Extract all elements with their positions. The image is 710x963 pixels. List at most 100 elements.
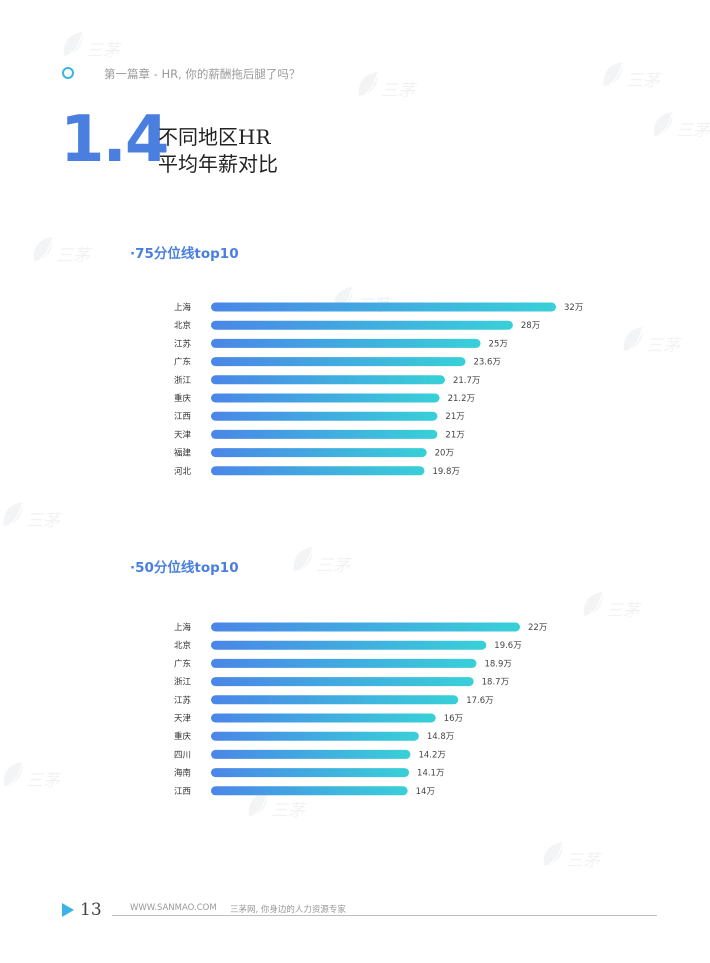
chapter-ring-icon — [62, 67, 74, 79]
category-label: 上海 — [174, 302, 192, 313]
value-label: 16万 — [444, 714, 463, 724]
bar — [211, 411, 438, 421]
value-label: 22万 — [528, 623, 547, 633]
leaf-logo-icon — [3, 502, 23, 526]
watermark-logo: 三茅 — [620, 325, 690, 361]
watermark-logo: 三茅 — [355, 70, 425, 106]
footer-url: WWW.SANMAO.COM — [130, 903, 217, 913]
leaf-logo-icon — [583, 592, 603, 616]
category-label: 江苏 — [174, 338, 192, 349]
watermark-brand: 三茅 — [381, 81, 415, 101]
value-label: 19.6万 — [494, 641, 521, 651]
watermark-brand: 三茅 — [26, 771, 60, 791]
bar — [211, 640, 487, 650]
chart-2-title: ·50分位线top10 — [130, 560, 239, 576]
leaf-logo-icon — [3, 762, 23, 786]
leaf-logo-icon — [293, 547, 313, 571]
section-number: 1.4 — [60, 103, 169, 177]
watermark-brand: 三茅 — [676, 121, 710, 141]
value-label: 28万 — [521, 321, 540, 331]
category-label: 天津 — [174, 713, 192, 724]
category-label: 重庆 — [174, 393, 192, 404]
watermark-logo: 三茅 — [650, 110, 710, 146]
value-label: 23.6万 — [473, 358, 500, 368]
page-number: 13 — [80, 900, 102, 920]
bar — [211, 429, 438, 439]
bar — [211, 448, 427, 458]
watermark-brand: 三茅 — [86, 41, 120, 61]
category-label: 福建 — [174, 448, 192, 459]
category-label: 天津 — [174, 429, 192, 440]
watermark-logo: 三茅 — [0, 500, 70, 536]
value-label: 14.1万 — [417, 769, 444, 779]
value-label: 18.7万 — [482, 678, 509, 688]
bar — [211, 357, 466, 367]
value-label: 14.8万 — [427, 732, 454, 742]
chart-1-title: ·75分位线top10 — [130, 246, 239, 262]
watermark-brand: 三茅 — [316, 556, 350, 576]
leaf-logo-icon — [623, 327, 643, 351]
bar — [211, 466, 425, 476]
leaf-logo-icon — [63, 32, 83, 56]
page-title-line2: 平均年薪对比 — [158, 152, 278, 176]
footer-slogan: 三茅网, 你身边的人力资源专家 — [230, 905, 346, 915]
footer-divider — [112, 915, 657, 916]
category-label: 广东 — [174, 658, 191, 669]
leaf-logo-icon — [543, 842, 563, 866]
page-marker-icon — [62, 903, 74, 917]
category-label: 江西 — [174, 412, 191, 422]
category-label: 江苏 — [174, 695, 192, 706]
value-label: 18.9万 — [484, 659, 511, 669]
value-label: 21.2万 — [448, 394, 475, 404]
bar — [211, 393, 440, 403]
value-label: 14万 — [416, 787, 435, 797]
bar — [211, 786, 408, 796]
category-label: 北京 — [174, 320, 191, 331]
bar — [211, 375, 445, 385]
bar — [211, 695, 459, 705]
value-label: 32万 — [564, 303, 583, 313]
bar — [211, 658, 477, 668]
watermark-logo: 三茅 — [60, 30, 130, 66]
watermark-brand: 三茅 — [26, 511, 60, 531]
leaf-logo-icon — [248, 792, 268, 816]
value-label: 21万 — [445, 412, 464, 422]
watermark-brand: 三茅 — [271, 801, 305, 821]
watermark-brand: 三茅 — [606, 601, 640, 621]
category-label: 浙江 — [174, 677, 192, 688]
category-label: 浙江 — [174, 375, 192, 386]
category-label: 上海 — [174, 622, 192, 633]
watermark-logo: 三茅 — [0, 760, 70, 796]
watermark-brand: 三茅 — [626, 71, 660, 91]
category-label: 广东 — [174, 357, 191, 368]
value-label: 21.7万 — [453, 376, 480, 386]
bar — [211, 338, 481, 348]
watermark-brand: 三茅 — [56, 246, 90, 266]
watermark-logo: 三茅 — [30, 235, 100, 271]
watermark-logo: 三茅 — [540, 840, 610, 876]
page-title-line1: 不同地区HR — [158, 125, 271, 149]
value-label: 19.8万 — [432, 467, 459, 477]
bar — [211, 302, 556, 312]
bar — [211, 622, 520, 632]
value-label: 14.2万 — [418, 750, 445, 760]
leaf-logo-icon — [33, 237, 53, 261]
watermark-logo: 三茅 — [290, 545, 360, 581]
category-label: 江西 — [174, 787, 191, 797]
bar — [211, 320, 513, 330]
watermark-logo: 三茅 — [600, 60, 670, 96]
category-label: 四川 — [174, 750, 191, 760]
bar — [211, 677, 474, 687]
leaf-logo-icon — [358, 72, 378, 96]
bar — [211, 713, 436, 723]
bar — [211, 749, 411, 759]
category-label: 北京 — [174, 640, 191, 651]
value-label: 17.6万 — [466, 696, 493, 706]
category-label: 海南 — [174, 768, 191, 779]
value-label: 21万 — [445, 430, 464, 440]
watermark-brand: 三茅 — [566, 851, 600, 871]
watermark-logo: 三茅 — [580, 590, 650, 626]
